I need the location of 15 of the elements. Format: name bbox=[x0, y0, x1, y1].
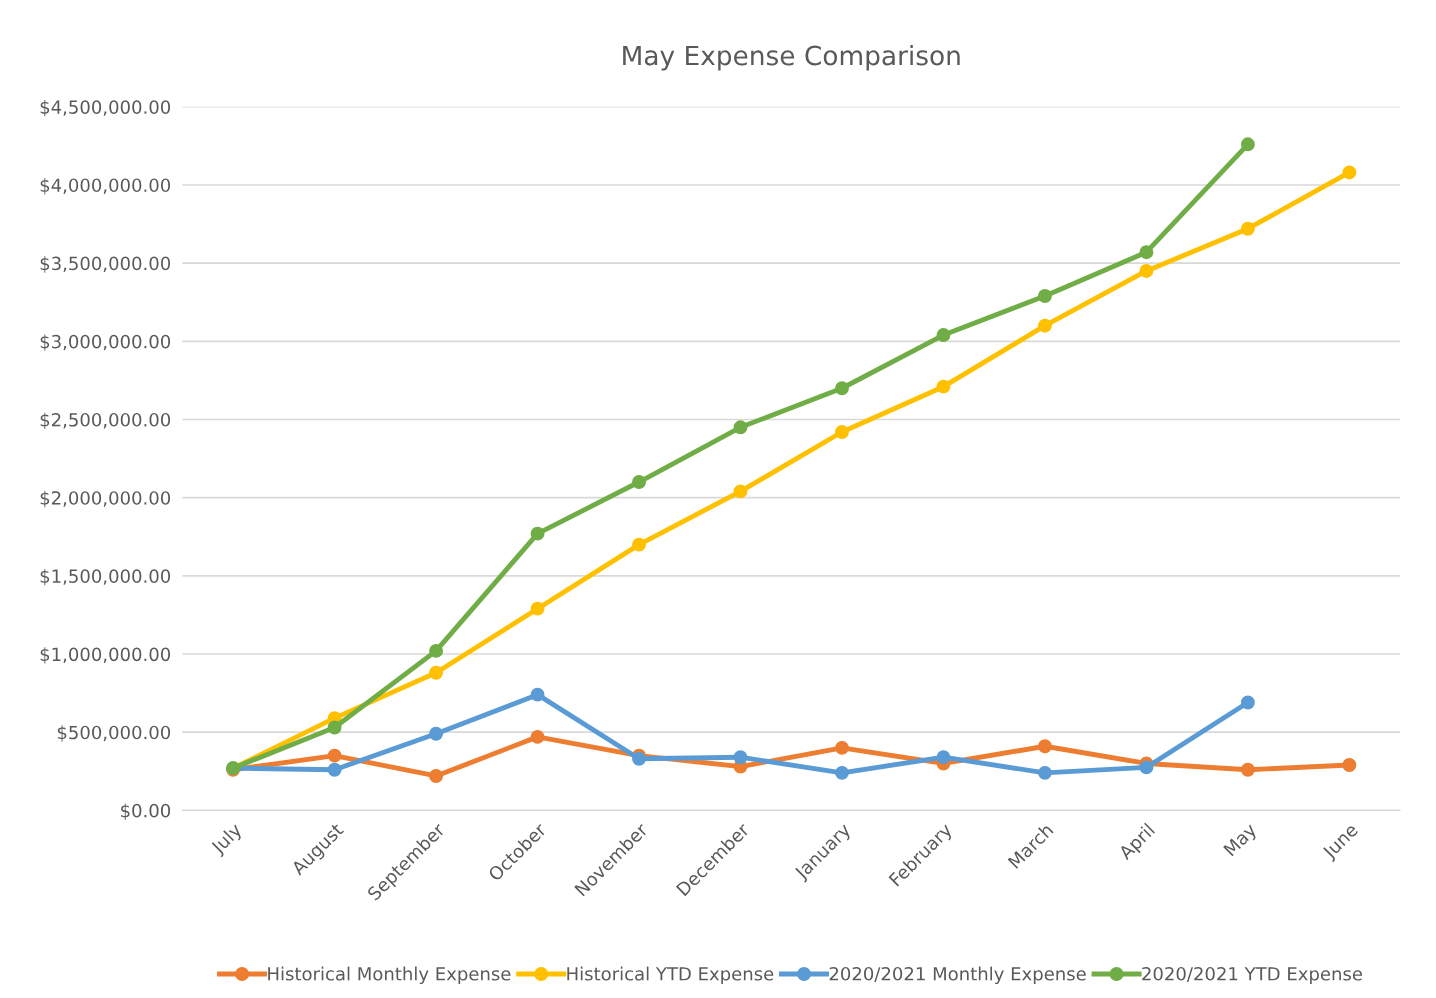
y-tick-label: $1,500,000.00 bbox=[40, 568, 171, 586]
legend-label: Historical YTD Expense bbox=[567, 966, 774, 985]
y-tick-label: $4,000,000.00 bbox=[40, 178, 171, 195]
legend-label: 2020/2021 Monthly Expense bbox=[829, 966, 1086, 985]
chart-title: May Expense Comparison bbox=[623, 45, 960, 71]
y-tick-label: $2,000,000.00 bbox=[40, 490, 171, 508]
y-tick-label: $3,000,000.00 bbox=[40, 334, 171, 351]
y-tick-label: $1,000,000.00 bbox=[40, 647, 171, 664]
y-tick-label: $500,000.00 bbox=[57, 725, 171, 742]
y-tick-label: $3,500,000.00 bbox=[40, 256, 171, 273]
legend-label: Historical Monthly Expense bbox=[268, 966, 511, 985]
y-tick-label: $2,500,000.00 bbox=[40, 412, 171, 430]
legend-label: 2020/2021 YTD Expense bbox=[1142, 966, 1363, 985]
y-tick-label: $0.00 bbox=[121, 803, 171, 820]
y-tick-label: $4,500,000.00 bbox=[40, 99, 171, 117]
